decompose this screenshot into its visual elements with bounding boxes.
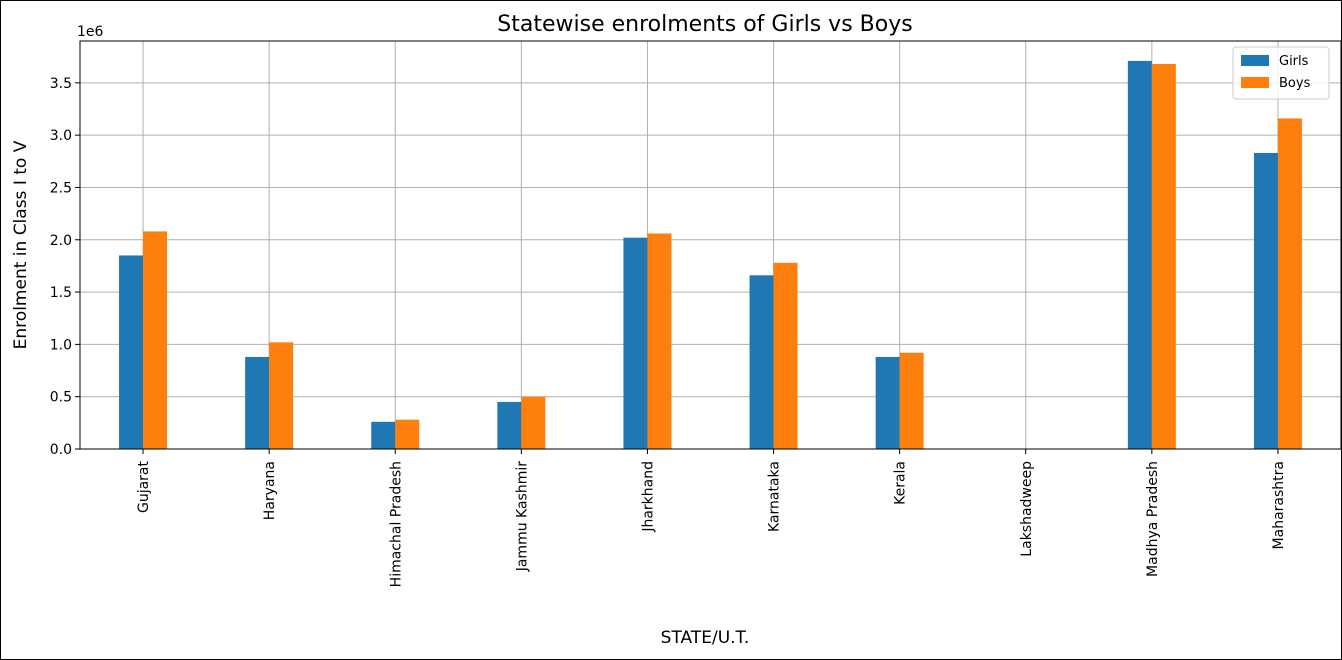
y-tick-label: 2.5	[50, 180, 72, 196]
y-axis-label: Enrolment in Class I to V	[11, 140, 31, 349]
x-tick-label: Haryana	[262, 461, 278, 520]
chart-title: Statewise enrolments of Girls vs Boys	[497, 12, 912, 37]
x-tick-label: Maharashtra	[1271, 461, 1287, 549]
x-tick-label: Himachal Pradesh	[388, 461, 404, 587]
bar-boys-jharkhand	[647, 233, 672, 449]
bar-girls-madhya-pradesh	[1127, 60, 1152, 449]
bars	[119, 60, 1302, 450]
y-tick-label: 0.5	[50, 390, 72, 406]
bar-boys-haryana	[269, 342, 294, 449]
y-scale-label: 1e6	[77, 24, 104, 40]
y-tick-label: 3.0	[50, 128, 72, 144]
bar-girls-maharashtra	[1253, 152, 1278, 449]
bar-girls-kerala	[875, 356, 900, 449]
bar-boys-jammu-kashmir	[521, 396, 546, 449]
x-tick-label: Lakshadweep	[1019, 461, 1035, 557]
bar-boys-maharashtra	[1277, 118, 1302, 450]
axes: 0.0 0.5 1.0 1.5 2.0 2.5 3.0 3.5 Gujarat Haryana Hi…	[50, 40, 1341, 587]
bar-girls-karnataka	[749, 275, 774, 449]
y-tick-label: 0.0	[50, 442, 72, 458]
legend-swatch-girls	[1241, 55, 1269, 66]
bar-girls-haryana	[245, 356, 270, 449]
legend: Girls Boys	[1232, 46, 1330, 100]
y-tick-label: 3.5	[50, 76, 72, 92]
legend-swatch-boys	[1241, 77, 1269, 88]
legend-label-boys: Boys	[1279, 76, 1311, 91]
bar-boys-madhya-pradesh	[1151, 64, 1176, 449]
y-tick-label: 1.0	[50, 337, 72, 353]
x-tick-label: Gujarat	[136, 460, 152, 513]
plot-border	[79, 40, 1341, 450]
x-tick-label: Jammu Kashmir	[514, 461, 530, 573]
x-axis-label: STATE/U.T.	[661, 628, 750, 648]
bar-boys-himachal-pradesh	[395, 419, 420, 449]
x-tick-label: Kerala	[893, 461, 909, 505]
bar-boys-gujarat	[143, 231, 168, 449]
bar-girls-jharkhand	[623, 237, 648, 449]
bar-boys-kerala	[899, 352, 924, 449]
legend-label-girls: Girls	[1279, 54, 1309, 69]
bar-girls-jammu-kashmir	[497, 401, 522, 449]
y-tick-label: 1.5	[50, 285, 72, 301]
bar-boys-karnataka	[773, 262, 798, 449]
x-tick-label: Karnataka	[767, 461, 783, 532]
bar-girls-himachal-pradesh	[371, 421, 396, 449]
y-tick-label: 2.0	[50, 233, 72, 249]
x-tick-label: Jharkhand	[640, 461, 656, 533]
bar-girls-gujarat	[119, 255, 144, 449]
x-tick-label: Madhya Pradesh	[1145, 461, 1161, 577]
